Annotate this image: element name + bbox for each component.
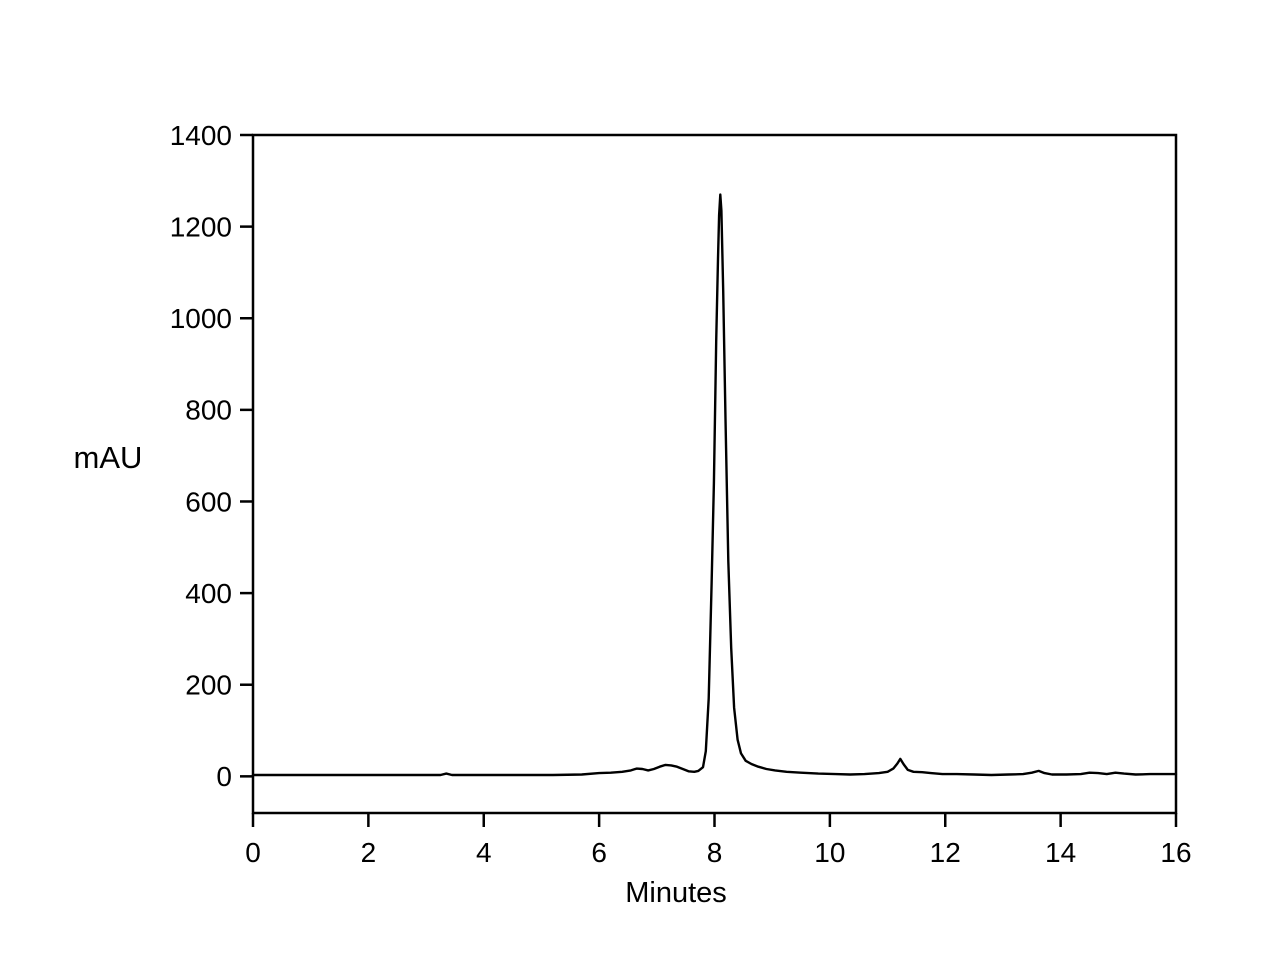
y-axis-title: mAU bbox=[74, 440, 143, 475]
x-tick-label: 2 bbox=[361, 837, 377, 868]
x-axis-title: Minutes bbox=[625, 877, 727, 909]
y-tick-label: 600 bbox=[185, 486, 232, 517]
x-tick-label: 6 bbox=[591, 837, 607, 868]
x-tick-label: 4 bbox=[476, 837, 492, 868]
y-tick-label: 400 bbox=[185, 578, 232, 609]
x-tick-label: 14 bbox=[1045, 837, 1076, 868]
x-tick-label: 16 bbox=[1160, 837, 1191, 868]
y-tick-label: 1400 bbox=[170, 120, 232, 151]
y-tick-label: 1000 bbox=[170, 303, 232, 334]
x-tick-label: 8 bbox=[707, 837, 723, 868]
signal-trace bbox=[251, 193, 1178, 777]
x-tick-label: 0 bbox=[245, 837, 261, 868]
y-tick-label: 200 bbox=[185, 670, 232, 701]
y-tick-label: 1200 bbox=[170, 211, 232, 242]
y-tick-label: 800 bbox=[185, 395, 232, 426]
x-tick-label: 12 bbox=[930, 837, 961, 868]
x-tick-label: 10 bbox=[814, 837, 845, 868]
y-tick-label: 0 bbox=[216, 761, 232, 792]
